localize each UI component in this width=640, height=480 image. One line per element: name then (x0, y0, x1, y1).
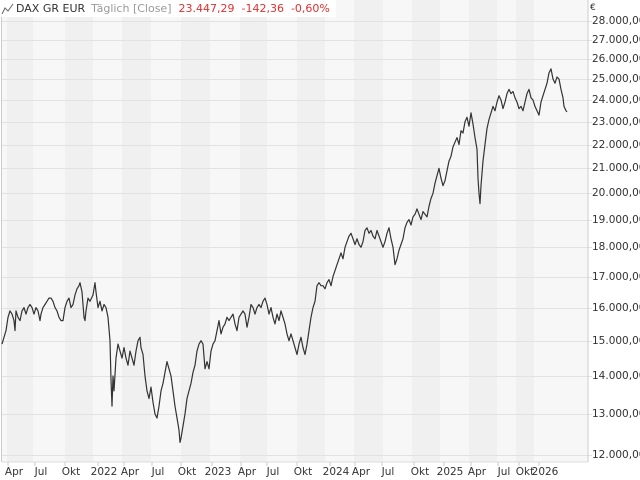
x-tick-label: Okt (61, 466, 81, 478)
y-tick-label: 25.000,00 (592, 72, 640, 85)
x-tick-label: Apr (120, 466, 140, 478)
y-tick-label: 20.000,00 (592, 186, 640, 199)
x-tick-label: Jul (497, 466, 511, 478)
x-tick-label: 2025 (436, 466, 464, 478)
x-tick-label: Jul (381, 466, 395, 478)
x-tick-label: 2024 (322, 466, 350, 478)
x-tick-label: Apr (237, 466, 257, 478)
x-tick-label: Jul (34, 466, 48, 478)
time-band (122, 0, 151, 462)
time-band (181, 0, 210, 462)
y-tick-label: 23.000,00 (592, 115, 640, 128)
time-band (412, 0, 440, 462)
y-tick-label: 17.000,00 (592, 270, 640, 283)
price-line (1, 68, 568, 443)
y-tick-label: 24.000,00 (592, 93, 640, 106)
time-band (297, 0, 325, 462)
y-tick-label: 18.000,00 (592, 240, 640, 253)
y-tick-label: 22.000,00 (592, 138, 640, 151)
time-band (7, 0, 33, 462)
y-tick-label: 13.000,00 (592, 407, 640, 420)
x-tick-label: Apr (351, 466, 371, 478)
x-tick-label: 2026 (531, 466, 559, 478)
price-change: -142,36 (241, 2, 284, 15)
time-band (516, 0, 534, 462)
gridlines (2, 21, 592, 456)
y-tick-label: 27.000,00 (592, 33, 640, 46)
x-tick-label: Jul (151, 466, 165, 478)
x-tick-label: Jul (266, 466, 280, 478)
x-tick-label: Okt (515, 466, 535, 478)
period-label: Täglich [Close] (91, 2, 172, 15)
line-chart-icon (1, 3, 14, 14)
time-band (240, 0, 267, 462)
y-tick-label: 26.000,00 (592, 52, 640, 65)
time-bands (7, 0, 534, 462)
time-band (65, 0, 93, 462)
y-tick-label: 14.000,00 (592, 369, 640, 382)
price-change-percent: -0,60% (290, 2, 330, 15)
chart-header: DAX GR EUR Täglich [Close] 23.447,29 -14… (0, 0, 336, 17)
x-ticks (7, 462, 540, 466)
currency-label: € (590, 3, 596, 13)
x-tick-label: Apr (4, 466, 24, 478)
x-tick-label: 2022 (90, 466, 118, 478)
time-band (469, 0, 497, 462)
y-tick-label: 19.000,00 (592, 213, 640, 226)
y-tick-label: 12.000,00 (592, 448, 640, 461)
x-tick-label: Okt (293, 466, 313, 478)
y-tick-label: 21.000,00 (592, 161, 640, 174)
y-tick-label: 15.000,00 (592, 334, 640, 347)
y-tick-label: 16.000,00 (592, 301, 640, 314)
y-tick-label: 28.000,00 (592, 14, 640, 27)
x-tick-label: Okt (410, 466, 430, 478)
symbol-name: DAX GR EUR (16, 2, 86, 15)
x-tick-label: Okt (177, 466, 197, 478)
x-tick-label: Apr (467, 466, 487, 478)
last-price: 23.447,29 (178, 2, 235, 15)
x-tick-label: 2023 (204, 466, 232, 478)
